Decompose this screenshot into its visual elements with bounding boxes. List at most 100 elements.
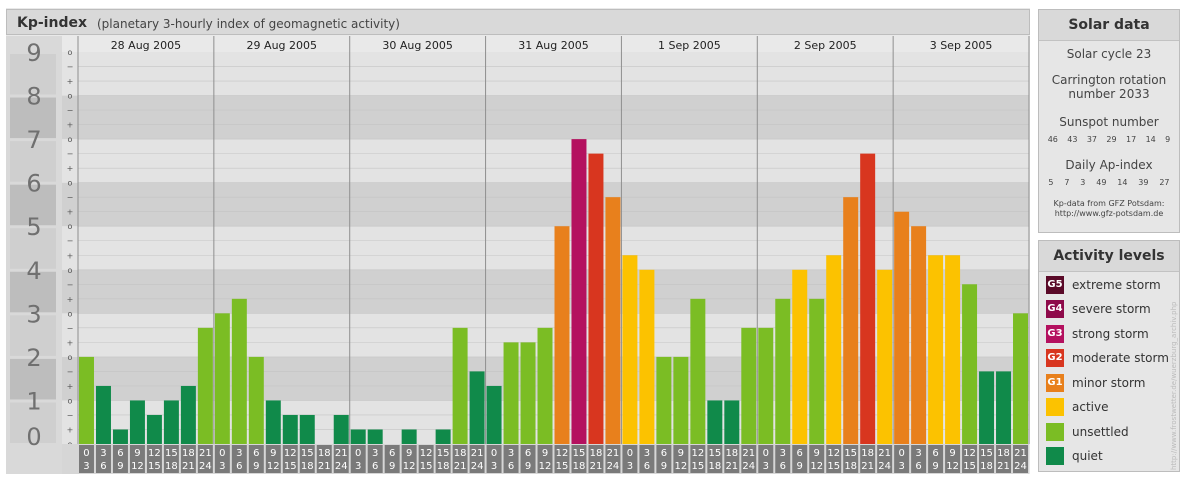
hour-end-label: 3 [355, 461, 361, 472]
kp-bar [945, 255, 961, 444]
minor-tick-label: o [68, 222, 73, 231]
activity-levels-title: Activity levels [1039, 241, 1179, 272]
activity-levels-panel: Activity levels G5 extreme storm G4 seve… [1038, 240, 1180, 472]
kp-bar [996, 371, 1012, 444]
hour-box [384, 445, 400, 473]
hour-box [129, 445, 145, 473]
hour-box [231, 445, 247, 473]
minor-tick-labels: o+−o+−o+−o+−o+−o+−o+−o+−o+−o [67, 48, 74, 449]
ap-value: 3 [1080, 178, 1086, 187]
kp-band [62, 182, 1029, 227]
hour-box [180, 445, 196, 473]
level-swatch: G4 [1046, 300, 1064, 318]
hour-end-label: 18 [165, 461, 178, 472]
hour-start-label: 15 [301, 448, 314, 459]
hour-start-label: 3 [780, 448, 786, 459]
hour-end-label: 18 [573, 461, 586, 472]
y-tick-box [10, 358, 56, 400]
minor-tick-label: + [67, 338, 74, 347]
hour-box [112, 445, 128, 473]
hour-box [486, 445, 502, 473]
ap-value: 5 [1048, 178, 1054, 187]
hour-start-label: 9 [270, 448, 276, 459]
hour-box [792, 445, 808, 473]
day-labels: 28 Aug 2005 29 Aug 2005 30 Aug 2005 31 Aug … [111, 39, 993, 52]
hour-box [79, 445, 94, 473]
kp-bar [537, 327, 553, 444]
hour-start-label: 12 [827, 448, 840, 459]
day-dividers [77, 36, 1030, 444]
minor-tick-label: + [67, 77, 74, 86]
hour-box [299, 445, 315, 473]
y-tick-box [10, 271, 56, 313]
hour-end-label: 6 [915, 461, 921, 472]
kp-bar [894, 211, 910, 444]
hour-box [894, 445, 910, 473]
level-swatch [1046, 423, 1064, 441]
hour-end-label: 21 [182, 461, 195, 472]
hour-box [928, 445, 944, 473]
hour-start-label: 0 [355, 448, 361, 459]
hour-start-label: 9 [542, 448, 548, 459]
minor-tick-label: o [68, 135, 73, 144]
ap-value: 14 [1117, 178, 1128, 187]
minor-tick-label: o [68, 92, 73, 101]
kp-bar [826, 255, 842, 444]
hour-end-label: 3 [763, 461, 769, 472]
day-label: 31 Aug 2005 [518, 39, 588, 52]
kp-band [62, 139, 1029, 183]
hour-box [350, 445, 366, 473]
hour-start-label: 21 [1014, 448, 1027, 459]
y-tick-box [10, 54, 56, 95]
kp-bar [605, 197, 621, 444]
hour-end-label: 9 [932, 461, 938, 472]
hour-end-label: 12 [267, 461, 280, 472]
kp-bar [690, 298, 706, 444]
hour-end-label: 12 [810, 461, 823, 472]
hour-box [367, 445, 383, 473]
hour-box [622, 445, 638, 473]
minor-tick-label: − [67, 193, 74, 202]
hour-end-label: 18 [980, 461, 993, 472]
level-active: active [1046, 397, 1108, 417]
sunspot-value: 46 [1047, 135, 1058, 144]
y-axis: 0 1 2 3 4 5 6 7 8 9 [6, 36, 62, 474]
kp-bar [282, 414, 298, 444]
hour-box [605, 445, 621, 473]
hour-start-label: 18 [590, 448, 603, 459]
hour-box [248, 445, 264, 473]
hour-end-label: 21 [318, 461, 331, 472]
kp-bar [860, 153, 876, 444]
hour-end-label: 15 [284, 461, 297, 472]
level-extreme-storm: G5 extreme storm [1046, 275, 1161, 295]
kp-bar [79, 356, 94, 444]
hour-box [673, 445, 689, 473]
level-swatch [1046, 447, 1064, 465]
hour-end-label: 9 [117, 461, 123, 472]
kp-bar [639, 269, 655, 444]
kp-bar [979, 371, 995, 444]
y-tick-label: 7 [26, 126, 41, 154]
hour-box [945, 445, 961, 473]
y-tick-box [10, 97, 56, 139]
hour-start-label: 3 [236, 448, 242, 459]
level-label: quiet [1072, 449, 1103, 463]
level-swatch [1046, 398, 1064, 416]
hour-start-label: 6 [117, 448, 123, 459]
y-tick-label: 5 [26, 213, 41, 241]
hour-box [418, 445, 434, 473]
source-link[interactable]: http://www.gfz-potsdam.de [1054, 209, 1164, 218]
kp-bar [741, 327, 757, 444]
y-tick-label: 6 [26, 170, 41, 198]
level-label: unsettled [1072, 425, 1129, 439]
hour-end-label: 24 [335, 461, 348, 472]
day-label: 30 Aug 2005 [382, 39, 452, 52]
hour-box [656, 445, 672, 473]
level-label: strong storm [1072, 327, 1149, 341]
kp-bar [520, 342, 536, 444]
kp-band [62, 52, 1029, 96]
level-strong-storm: G3 strong storm [1046, 324, 1149, 344]
hour-start-label: 18 [725, 448, 738, 459]
hour-end-label: 21 [997, 461, 1010, 472]
level-severe-storm: G4 severe storm [1046, 299, 1151, 319]
